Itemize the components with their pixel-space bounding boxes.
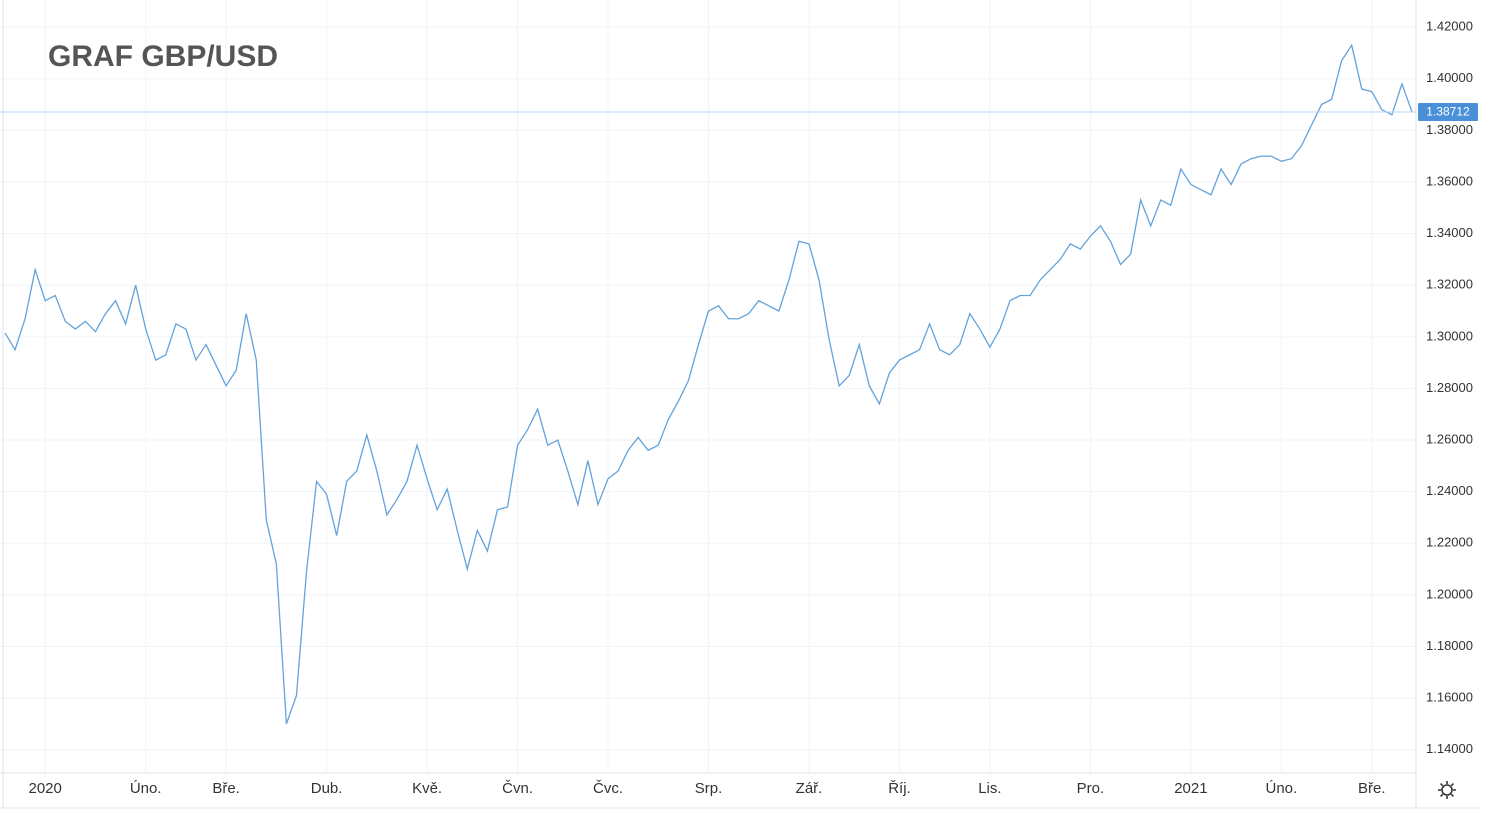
y-tick-label: 1.38000 <box>1426 122 1473 137</box>
chart-title: GRAF GBP/USD <box>48 40 278 73</box>
y-tick-label: 1.18000 <box>1426 638 1473 653</box>
y-tick-label: 1.40000 <box>1426 70 1473 85</box>
y-tick-label: 1.30000 <box>1426 328 1473 343</box>
price-line-series <box>4 43 1413 725</box>
x-tick-label: Čvn. <box>502 780 533 797</box>
x-tick-label: Úno. <box>130 780 162 797</box>
x-tick-label: Lis. <box>978 780 1001 797</box>
y-tick-label: 1.42000 <box>1426 19 1473 34</box>
settings-icon[interactable] <box>1438 781 1456 799</box>
x-tick-label: Říj. <box>888 780 911 797</box>
last-price-box <box>1418 102 1478 121</box>
x-tick-label: 2021 <box>1174 780 1207 797</box>
x-tick-label: Bře. <box>1358 780 1386 797</box>
y-tick-label: 1.24000 <box>1426 483 1473 498</box>
y-tick-label: 1.32000 <box>1426 277 1473 292</box>
x-tick-label: Zář. <box>796 780 823 797</box>
y-tick-label: 1.16000 <box>1426 690 1473 705</box>
x-tick-label: Kvě. <box>412 780 442 797</box>
x-tick-label: Dub. <box>311 780 343 797</box>
y-tick-label: 1.36000 <box>1426 173 1473 188</box>
last-price-label: 1.38712 <box>1426 105 1470 119</box>
y-tick-label: 1.26000 <box>1426 431 1473 446</box>
y-tick-label: 1.34000 <box>1426 225 1473 240</box>
x-tick-label: Úno. <box>1266 780 1298 797</box>
y-tick-label: 1.22000 <box>1426 535 1473 550</box>
y-tick-label: 1.20000 <box>1426 586 1473 601</box>
x-tick-label: Srp. <box>695 780 723 797</box>
y-tick-label: 1.28000 <box>1426 380 1473 395</box>
x-tick-label: 2020 <box>29 780 62 797</box>
x-tick-label: Bře. <box>212 780 240 797</box>
x-tick-label: Pro. <box>1077 780 1105 797</box>
y-tick-label: 1.14000 <box>1426 741 1473 756</box>
x-tick-label: Čvc. <box>593 780 623 797</box>
